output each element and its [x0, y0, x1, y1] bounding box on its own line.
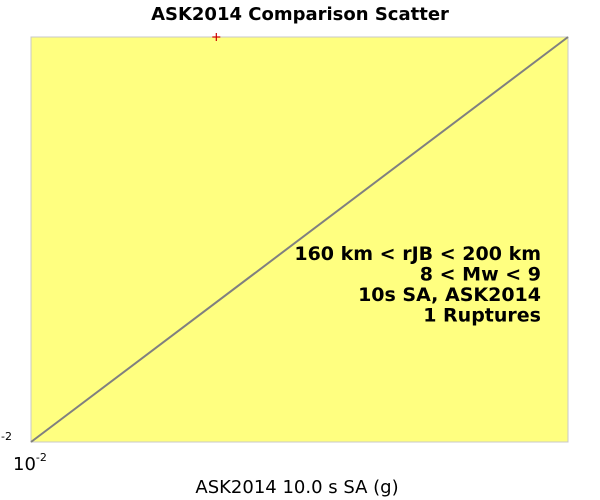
- one-to-one-line: [30, 36, 569, 443]
- annotation-line: 10s SA, ASK2014: [358, 284, 541, 306]
- annotation-line: 8 < Mw < 9: [420, 264, 541, 286]
- scatter-point: [212, 33, 221, 41]
- annotation-line: 160 km < rJB < 200 km: [294, 243, 541, 265]
- x-tick-label: 10-2: [13, 451, 47, 475]
- annotation-line: 1 Ruptures: [423, 305, 541, 327]
- y-tick-label: 10-2: [0, 430, 12, 454]
- x-axis-label: ASK2014 10.0 s SA (g): [195, 477, 398, 498]
- chart-title: ASK2014 Comparison Scatter: [151, 4, 449, 25]
